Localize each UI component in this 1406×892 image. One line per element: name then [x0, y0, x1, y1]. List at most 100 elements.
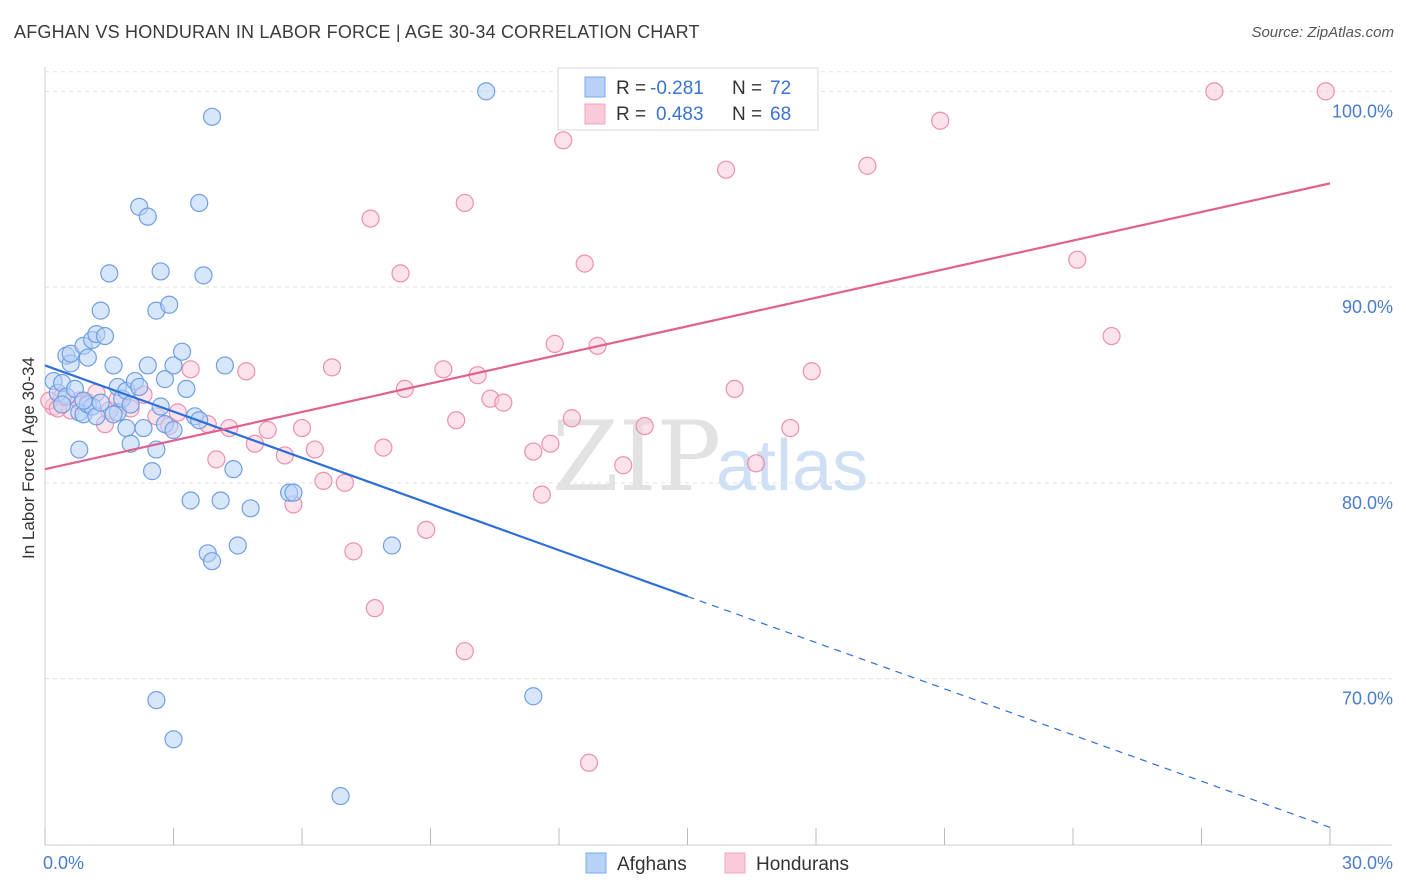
honduran-point: [361, 209, 380, 228]
afghan-point: [202, 107, 222, 126]
y-tick-labels: 70.0% 80.0% 90.0% 100.0%: [1332, 101, 1393, 708]
legend-n-label-afghans: N =: [732, 78, 762, 99]
honduran-point: [391, 264, 410, 283]
honduran-point: [434, 360, 453, 379]
honduran-point: [181, 360, 200, 379]
legend-r-label-hondurans: R =: [616, 104, 646, 125]
legend-r-value-afghans: -0.281: [650, 78, 704, 99]
afghan-trend-line: [44, 364, 688, 598]
afghan-point: [224, 460, 243, 479]
honduran-point: [1102, 326, 1121, 346]
honduran-point: [335, 473, 354, 492]
legend-n-value-afghans: 72: [770, 78, 791, 99]
honduran-point: [524, 442, 543, 461]
afghan-points: [44, 82, 543, 806]
legend: R = -0.281 N = 72 R = 0.483 N = 68: [557, 67, 819, 131]
afghan-point: [284, 483, 303, 502]
afghan-point: [138, 207, 157, 226]
afghan-point: [142, 462, 162, 481]
honduran-point: [455, 193, 474, 213]
afghan-point: [164, 420, 183, 440]
afghan-point: [91, 393, 110, 412]
honduran-point: [562, 409, 581, 428]
chart-title: AFGHAN VS HONDURAN IN LABOR FORCE | AGE …: [14, 22, 700, 42]
afghan-point: [172, 342, 192, 361]
honduran-point: [858, 156, 877, 175]
afghan-point: [138, 356, 157, 375]
honduran-point: [447, 411, 466, 430]
honduran-point: [258, 420, 277, 440]
bottom-legend: Afghans Hondurans: [585, 852, 849, 875]
watermark: ZIP atlas: [552, 401, 868, 513]
afghan-point: [91, 301, 110, 320]
afghan-point: [134, 418, 153, 438]
honduran-point: [237, 362, 256, 381]
y-axis-label: In Labor Force | Age 30-34: [19, 357, 38, 559]
afghan-point: [155, 370, 175, 389]
honduran-point: [1068, 250, 1087, 269]
y-tick-label: 100.0%: [1332, 101, 1393, 121]
afghan-point: [53, 395, 72, 414]
honduran-trend-line: [44, 182, 1331, 471]
afghan-point: [74, 391, 93, 410]
afghan-point: [190, 193, 209, 213]
honduran-point: [931, 111, 950, 130]
honduran-point: [802, 362, 821, 381]
honduran-point: [305, 440, 324, 459]
honduran-point: [374, 438, 393, 457]
honduran-point: [314, 471, 333, 491]
afghan-point: [331, 786, 350, 806]
x-tick-labels: 0.0% 30.0%: [43, 853, 1393, 873]
afghan-point: [151, 262, 170, 281]
legend-r-label-afghans: R =: [616, 78, 646, 99]
legend-n-label-hondurans: N =: [732, 104, 762, 125]
legend-n-value-hondurans: 68: [770, 104, 791, 125]
afghan-trend-extension: [687, 595, 1331, 828]
y-tick-label: 80.0%: [1342, 493, 1393, 513]
afghan-point: [164, 730, 183, 749]
afghan-point: [160, 295, 179, 314]
y-tick-label: 90.0%: [1342, 297, 1393, 317]
legend-r-value-hondurans: 0.483: [656, 104, 704, 125]
honduran-point: [545, 334, 564, 353]
afghan-point: [117, 418, 136, 438]
bottom-legend-label-afghans: Afghans: [617, 854, 687, 875]
afghan-point: [228, 536, 247, 555]
honduran-point: [635, 416, 654, 436]
bottom-legend-label-hondurans: Hondurans: [756, 854, 849, 875]
afghan-point: [181, 491, 200, 510]
y-tick-label: 70.0%: [1342, 689, 1393, 709]
afghan-point: [104, 356, 123, 375]
honduran-point: [575, 254, 594, 273]
honduran-point: [1316, 82, 1335, 101]
honduran-point: [292, 418, 312, 438]
afghan-point: [78, 348, 97, 367]
afghan-point: [477, 82, 496, 101]
bottom-legend-swatch-hondurans: [724, 852, 746, 874]
axes: [44, 67, 1392, 846]
afghan-point: [202, 552, 222, 571]
afghan-point: [382, 536, 402, 555]
x-tick-label: 0.0%: [43, 853, 84, 873]
honduran-point: [417, 520, 436, 539]
honduran-point: [579, 753, 599, 772]
honduran-point: [554, 131, 573, 150]
honduran-point: [746, 454, 766, 473]
afghan-point: [211, 491, 230, 510]
honduran-point: [207, 450, 226, 469]
honduran-point: [541, 434, 560, 453]
afghan-point: [130, 377, 149, 397]
afghan-point: [194, 266, 213, 285]
afghan-point: [95, 326, 115, 346]
afghan-point: [215, 356, 234, 375]
afghan-point: [100, 264, 119, 283]
honduran-point: [344, 542, 363, 561]
bottom-legend-swatch-afghans: [585, 852, 607, 874]
afghan-point: [524, 687, 543, 706]
honduran-point: [725, 379, 744, 399]
honduran-point: [322, 358, 342, 377]
honduran-point: [781, 418, 800, 438]
x-tick-label: 30.0%: [1342, 853, 1393, 873]
honduran-point: [1205, 82, 1224, 101]
